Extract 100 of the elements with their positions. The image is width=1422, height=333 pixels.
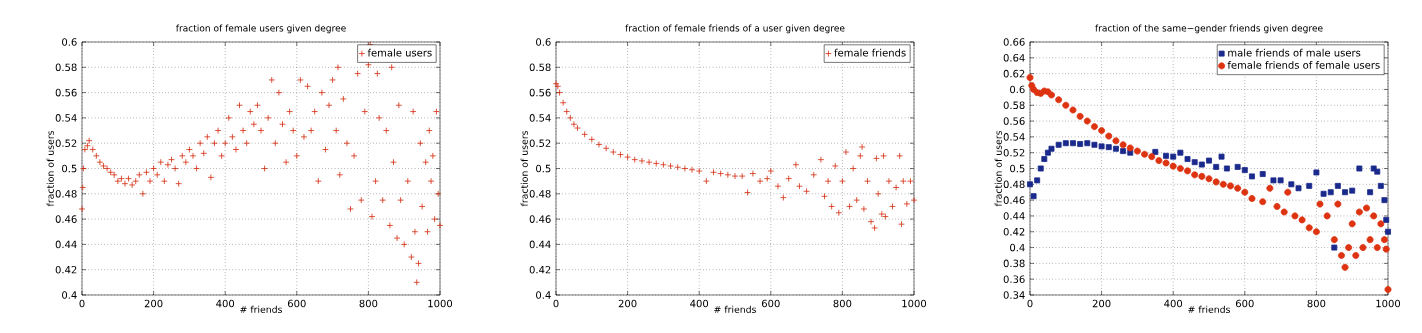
- y-tick-label: 0.56: [1003, 117, 1025, 125]
- x-axis-title: # friends: [240, 305, 283, 313]
- point: [1270, 177, 1277, 184]
- y-tick-label: 0.42: [55, 265, 77, 274]
- y-tick-label: 0.38: [1003, 259, 1025, 268]
- y-tick-label: 0.56: [55, 88, 77, 97]
- point: [1105, 144, 1112, 151]
- x-tick-label: 400: [216, 299, 235, 308]
- point: [1306, 182, 1313, 189]
- y-tick-label: 0.46: [55, 215, 77, 223]
- y-tick-label: 0.34: [1003, 291, 1025, 299]
- x-tick-label: 0: [553, 299, 559, 308]
- y-tick-label: 0.56: [529, 88, 551, 97]
- point: [1327, 189, 1334, 196]
- point: [1313, 169, 1320, 176]
- x-tick-label: 600: [1235, 299, 1254, 308]
- x-tick-label: 800: [359, 299, 378, 308]
- point: [1034, 177, 1041, 184]
- x-tick-label: 400: [1164, 299, 1183, 308]
- point: [1037, 165, 1044, 172]
- point: [1077, 141, 1084, 147]
- point: [1259, 171, 1266, 177]
- y-tick-label: 0.4: [536, 291, 551, 299]
- point: [1070, 140, 1076, 147]
- point: [1213, 163, 1220, 170]
- point: [1177, 149, 1184, 156]
- x-tick-label: 1000: [428, 299, 453, 308]
- y-tick-label: 0.54: [55, 114, 77, 122]
- point: [1356, 165, 1363, 172]
- point: [1191, 159, 1198, 166]
- point: [1241, 167, 1248, 174]
- y-tick-label: 0.62: [1003, 69, 1025, 78]
- point: [1374, 168, 1381, 175]
- point: [1091, 141, 1098, 148]
- x-tick-label: 600: [287, 299, 306, 308]
- point: [1223, 165, 1230, 172]
- y-tick-label: 0.48: [55, 190, 77, 198]
- point: [1027, 181, 1033, 188]
- point: [1218, 153, 1225, 160]
- x-tick-label: 800: [833, 299, 852, 308]
- point: [1334, 182, 1341, 189]
- x-axis-title: # friends: [1188, 305, 1231, 313]
- point: [1048, 145, 1055, 152]
- point: [1234, 163, 1241, 170]
- y-tick-label: 0.5: [1010, 164, 1025, 173]
- y-tick-label: 0.64: [1003, 54, 1025, 62]
- x-tick-label: 1000: [902, 299, 927, 308]
- point: [1295, 185, 1302, 192]
- point: [1041, 156, 1048, 162]
- y-axis-title: fraction of users: [46, 130, 54, 207]
- point: [1120, 148, 1127, 155]
- point: [1377, 182, 1384, 189]
- point: [1184, 156, 1191, 162]
- y-axis-title: fraction of users: [520, 130, 528, 207]
- y-tick-label: 0.5: [62, 164, 77, 173]
- point: [1084, 140, 1091, 147]
- point: [1198, 161, 1205, 168]
- point: [1030, 193, 1037, 200]
- y-tick-label: 0.58: [529, 63, 551, 72]
- point: [1163, 152, 1169, 159]
- y-tick-label: 0.44: [55, 240, 77, 249]
- y-tick-label: 0.52: [55, 139, 77, 147]
- y-tick-label: 0.58: [55, 63, 77, 72]
- y-tick-label: 0.54: [1003, 133, 1025, 141]
- y-tick-label: 0.52: [1003, 148, 1025, 157]
- point: [1170, 153, 1177, 160]
- y-tick-label: 0.44: [529, 240, 551, 249]
- chart-title: fraction of female users given degree: [175, 24, 346, 34]
- point: [1385, 228, 1391, 235]
- y-tick-label: 0.6: [62, 38, 77, 46]
- y-tick-label: 0.48: [529, 190, 551, 198]
- y-tick-label: 0.66: [1003, 38, 1025, 46]
- y-tick-label: 0.46: [1003, 196, 1025, 204]
- y-tick-label: 0.4: [62, 291, 77, 299]
- x-tick-label: 0: [79, 299, 85, 308]
- y-tick-label: 0.6: [1010, 85, 1025, 94]
- point: [1381, 197, 1388, 204]
- point: [1288, 181, 1295, 188]
- legend-label: male friends of male users: [1228, 48, 1361, 57]
- x-tick-label: 800: [1307, 299, 1326, 308]
- y-tick-label: 0.42: [1003, 227, 1025, 236]
- point: [1055, 141, 1062, 148]
- point: [1342, 189, 1348, 196]
- y-tick-label: 0.42: [529, 265, 551, 274]
- y-tick-label: 0.4: [1010, 243, 1025, 252]
- x-tick-label: 200: [618, 299, 637, 308]
- point: [1062, 140, 1069, 147]
- y-tick-label: 0.52: [529, 139, 551, 147]
- legend-label: female friends of female users: [1227, 61, 1380, 69]
- legend-label: female friends: [834, 48, 906, 57]
- x-tick-label: 1000: [1376, 299, 1401, 308]
- x-tick-label: 400: [690, 299, 709, 308]
- point: [1383, 216, 1390, 223]
- y-tick-label: 0.6: [536, 38, 551, 46]
- x-axis-title: # friends: [714, 305, 757, 313]
- y-tick-label: 0.5: [536, 164, 551, 173]
- point: [1367, 189, 1374, 196]
- x-tick-label: 0: [1027, 299, 1033, 308]
- y-tick-label: 0.58: [1003, 101, 1025, 110]
- y-tick-label: 0.44: [1003, 212, 1025, 220]
